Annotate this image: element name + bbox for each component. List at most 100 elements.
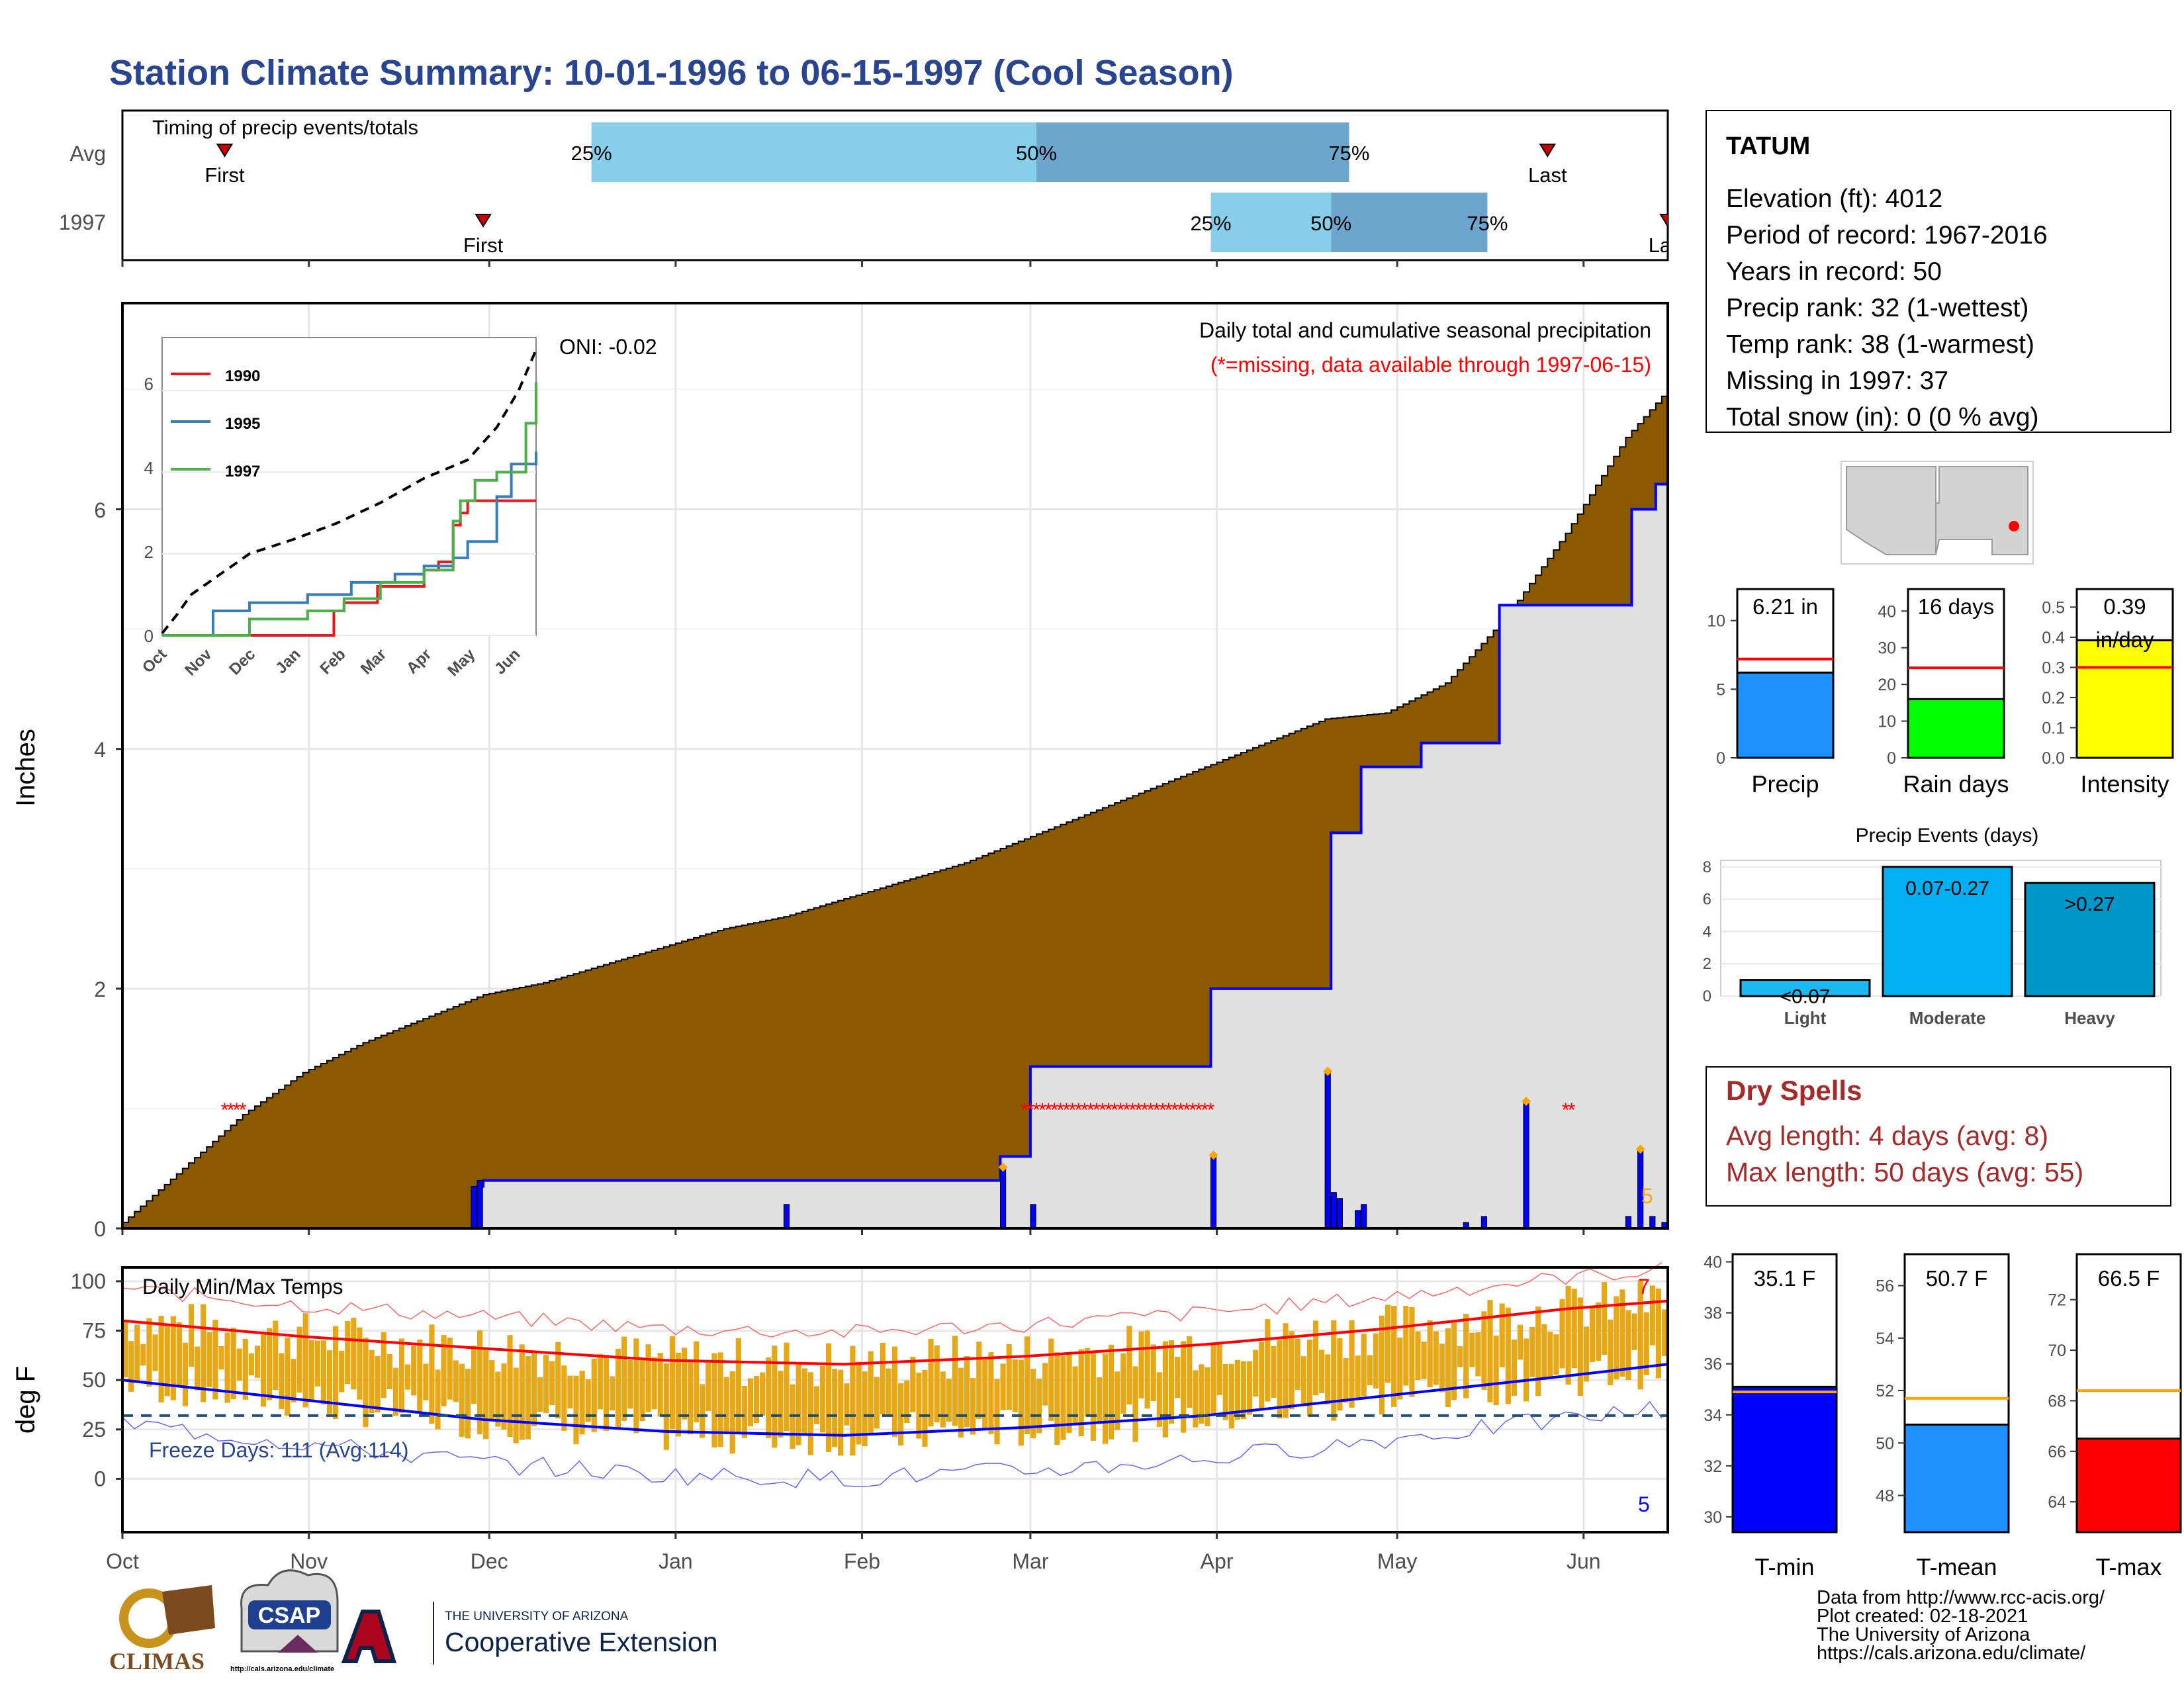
timing-avg-q25-q50-bar <box>591 122 1037 182</box>
intensity-label: Intensity <box>2080 770 2169 798</box>
daily-temp-bar-140 <box>964 1355 970 1428</box>
tmin-bar <box>1731 1385 1838 1533</box>
daily-temp-bar-215 <box>1415 1331 1421 1380</box>
daily-temp-bar-238 <box>1553 1334 1559 1375</box>
daily-temp-bar-169 <box>1138 1331 1144 1398</box>
daily-temp-bar-121 <box>850 1346 856 1456</box>
daily-temp-bar-128 <box>891 1346 898 1438</box>
daily-precip-bar-2 <box>783 1204 790 1229</box>
missing-day-marker-34: * <box>1201 1099 1209 1121</box>
daily-temp-bar-197 <box>1306 1340 1313 1417</box>
events-title: Precip Events (days) <box>1856 825 2039 846</box>
daily-temp-bar-125 <box>874 1377 880 1429</box>
timing-1997-q50-q75-bar <box>1331 193 1488 252</box>
temp-yticks: 0 25 50 75 100 <box>71 1269 122 1490</box>
daily-precip-peak-marker-13 <box>1522 1096 1531 1106</box>
daily-temp-bar-147 <box>1006 1344 1012 1410</box>
dry-max: Max length: 50 days (avg: 55) <box>1726 1157 2083 1187</box>
missing-day-marker-3: * <box>239 1099 247 1121</box>
events-bar-label-1: 0.07-0.27 <box>1905 878 1989 899</box>
rain-days-ytick-3: 30 <box>1878 639 1896 658</box>
daily-temp-bar-5 <box>152 1334 158 1371</box>
daily-temp-bar-254 <box>1649 1285 1655 1346</box>
daily-temp-bar-246 <box>1602 1282 1608 1355</box>
daily-temp-bar-170 <box>1144 1330 1150 1409</box>
tmean-label: T-mean <box>1916 1553 1997 1580</box>
daily-temp-bar-205 <box>1355 1355 1361 1400</box>
events-ytick-0: 0 <box>1703 987 1711 1005</box>
missing-day-marker-2: * <box>233 1099 241 1121</box>
daily-precip-bar-8 <box>1336 1198 1343 1229</box>
timing-1997-q75-label: 75% <box>1467 212 1508 235</box>
intensity-ytick-1: 0.1 <box>2042 719 2065 737</box>
daily-temp-bar-153 <box>1042 1363 1048 1406</box>
temp-ytick-0: 0 <box>94 1467 106 1490</box>
daily-temp-bar-235 <box>1535 1306 1541 1396</box>
csap-mountain-icon <box>278 1635 318 1653</box>
daily-temp-bar-9 <box>176 1322 182 1387</box>
daily-temp-bar-172 <box>1156 1372 1162 1428</box>
missing-day-marker-29: * <box>1171 1099 1179 1121</box>
daily-temp-bar-149 <box>1018 1359 1024 1446</box>
timing-avg-last-label: Last <box>1528 163 1567 187</box>
daily-temp-bar-71 <box>549 1361 555 1406</box>
daily-precip-bar-0 <box>471 1186 477 1229</box>
daily-temp-bar-72 <box>555 1342 561 1418</box>
daily-temp-bar-194 <box>1289 1331 1295 1410</box>
daily-temp-bar-224 <box>1469 1332 1475 1367</box>
daily-temp-bar-19 <box>236 1348 242 1381</box>
daily-temp-bar-59 <box>477 1330 483 1435</box>
inset-ytick-0: 0 <box>144 626 154 646</box>
missing-day-marker-0: * <box>221 1099 229 1121</box>
daily-temp-bar-87 <box>645 1344 651 1412</box>
rain-days-ytick-0: 0 <box>1887 749 1896 768</box>
daily-temp-bar-233 <box>1523 1338 1529 1402</box>
daily-temp-bar-78 <box>591 1358 597 1432</box>
intensity-ytick-3: 0.3 <box>2042 659 2065 677</box>
daily-temp-bar-12 <box>195 1346 201 1391</box>
missing-day-marker-13: * <box>1075 1099 1083 1121</box>
daily-temp-bar-25 <box>273 1320 279 1390</box>
events-ytick-1: 2 <box>1703 955 1711 973</box>
missing-day-marker-27: * <box>1159 1099 1167 1121</box>
station-period: Period of record: 1967-2016 <box>1726 221 2048 250</box>
daily-temp-bar-167 <box>1126 1326 1132 1405</box>
events-xtick-1: Moderate <box>1909 1008 1986 1028</box>
daily-temp-bar-203 <box>1343 1357 1349 1403</box>
missing-day-marker-30: * <box>1177 1099 1185 1121</box>
daily-temp-bar-211 <box>1391 1306 1397 1407</box>
daily-temp-bar-33 <box>320 1340 327 1404</box>
daily-temp-bar-216 <box>1421 1342 1427 1379</box>
daily-temp-bar-144 <box>988 1352 994 1434</box>
footer-line-3: The University of Arizona <box>1817 1624 2030 1645</box>
daily-temp-bar-183 <box>1222 1363 1228 1420</box>
tmax-ytick-4: 72 <box>2048 1291 2066 1310</box>
daily-temp-bar-225 <box>1475 1332 1481 1377</box>
daily-temp-bar-209 <box>1379 1315 1385 1415</box>
daily-temp-bar-102 <box>735 1338 741 1433</box>
rain-days-label: Rain days <box>1903 770 2009 798</box>
daily-temp-bar-32 <box>314 1340 320 1387</box>
logo-university: THE UNIVERSITY OF ARIZONA Cooperative Ex… <box>341 1602 718 1665</box>
temp-summary-bars: 30 32 34 36 38 40 35.1 F T-min 48 50 52 54 56 50.7 F T… <box>1704 1253 2182 1580</box>
cold-count-label: 5 <box>1638 1492 1650 1516</box>
daily-temp-bar-148 <box>1012 1359 1018 1412</box>
tmin-label: T-min <box>1755 1553 1815 1580</box>
daily-temp-bar-151 <box>1030 1369 1036 1439</box>
daily-temp-bar-24 <box>267 1328 273 1400</box>
daily-temp-bar-175 <box>1174 1357 1181 1398</box>
daily-precip-bar-13 <box>1523 1102 1529 1229</box>
daily-temp-bar-100 <box>723 1377 729 1432</box>
tmax-label: T-max <box>2095 1553 2161 1580</box>
events-bar-Light <box>1739 979 1871 997</box>
daily-temp-bar-70 <box>543 1355 549 1414</box>
daily-temp-bar-191 <box>1271 1346 1277 1398</box>
tmax-ytick-2: 68 <box>2048 1392 2066 1410</box>
daily-temp-bar-168 <box>1132 1366 1138 1442</box>
daily-temp-bar-241 <box>1571 1289 1577 1369</box>
daily-temp-bar-86 <box>639 1359 645 1422</box>
tmean-value-label: 50.7 F <box>1926 1266 1988 1291</box>
precip-ytick-0: 0 <box>1716 749 1725 768</box>
timing-1997-first-marker-icon <box>475 214 492 228</box>
daily-temp-bar-184 <box>1228 1363 1234 1429</box>
